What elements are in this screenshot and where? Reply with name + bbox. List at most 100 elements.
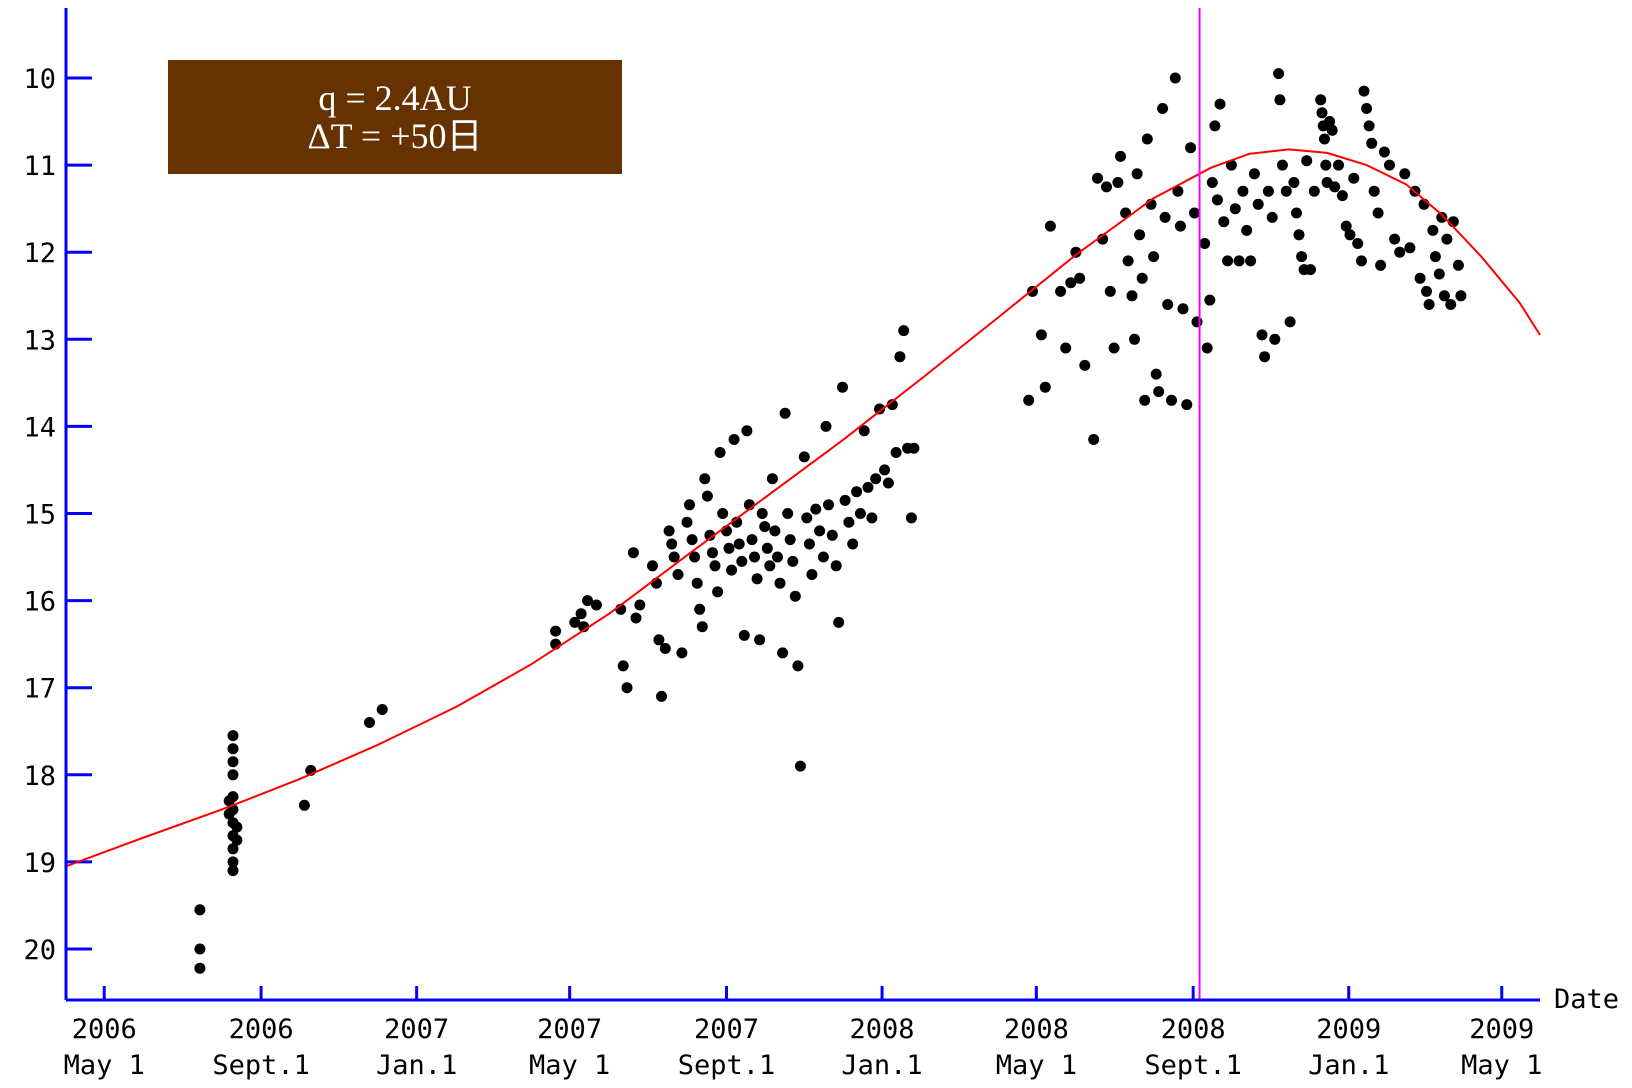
data-point xyxy=(1166,394,1177,406)
data-point xyxy=(223,808,235,820)
data-point xyxy=(756,508,768,519)
x-tick-date-label: Sept.1 xyxy=(678,1050,776,1081)
data-point xyxy=(1129,333,1140,345)
data-point xyxy=(817,551,829,563)
data-point xyxy=(751,573,763,585)
data-point xyxy=(627,547,639,559)
x-tick-year-label: 2007 xyxy=(694,1014,759,1045)
data-point xyxy=(858,425,870,437)
fit-curve xyxy=(65,148,1541,868)
x-tick-date-label: Sept.1 xyxy=(212,1050,310,1081)
y-tick-label: 14 xyxy=(23,412,56,443)
data-point xyxy=(1329,181,1341,193)
data-point xyxy=(227,756,239,768)
data-point xyxy=(227,856,239,868)
data-point xyxy=(1308,185,1320,197)
data-point xyxy=(1222,255,1234,267)
data-point xyxy=(843,516,855,528)
data-point xyxy=(227,743,239,755)
x-tick-year-label: 2009 xyxy=(1316,1014,1381,1045)
x-tick-year-label: 2009 xyxy=(1469,1014,1534,1045)
data-point xyxy=(728,434,740,445)
data-point xyxy=(1070,246,1082,258)
y-tick-label: 12 xyxy=(23,238,56,269)
data-point xyxy=(806,569,818,580)
y-tick-label: 13 xyxy=(23,325,56,356)
data-point xyxy=(1252,198,1264,210)
data-point xyxy=(704,529,716,541)
data-point xyxy=(194,904,206,916)
data-point xyxy=(794,760,806,772)
data-point xyxy=(1324,116,1336,127)
data-point xyxy=(569,616,581,628)
data-point xyxy=(1394,246,1406,258)
ticks-layer: 10 11 12 13 14 15 16 17 18 19 20 2006 May 1 2006 Sept.… xyxy=(23,64,1542,1081)
data-point xyxy=(866,512,878,524)
data-point xyxy=(691,577,703,589)
x-tick-date-label: Jan.1 xyxy=(841,1050,922,1081)
data-point xyxy=(656,690,667,702)
data-point xyxy=(749,551,760,563)
data-point xyxy=(630,612,642,624)
data-point xyxy=(1340,220,1352,232)
data-point xyxy=(696,621,708,633)
data-point xyxy=(1112,177,1124,188)
data-point xyxy=(663,525,675,537)
data-point xyxy=(1433,268,1445,280)
data-point xyxy=(1284,316,1296,328)
data-point xyxy=(1241,224,1253,236)
data-point xyxy=(1060,342,1072,354)
data-point xyxy=(1088,434,1100,445)
data-point xyxy=(672,569,684,580)
data-point xyxy=(1427,224,1439,236)
data-point xyxy=(1384,159,1395,171)
data-point xyxy=(582,595,593,607)
data-point xyxy=(1399,168,1411,180)
data-point xyxy=(1441,233,1453,245)
x-tick-year-label: 2008 xyxy=(1161,1014,1226,1045)
data-point xyxy=(1181,399,1193,411)
data-point xyxy=(847,538,859,550)
data-point xyxy=(1429,251,1441,263)
data-point xyxy=(1201,342,1213,354)
data-point xyxy=(227,769,239,781)
data-point xyxy=(789,590,801,602)
data-point xyxy=(874,403,885,415)
data-point xyxy=(1375,259,1387,271)
data-point xyxy=(1423,299,1435,310)
x-tick-year-label: 2008 xyxy=(850,1014,915,1045)
data-point xyxy=(1150,368,1162,380)
data-point xyxy=(787,555,799,567)
data-point xyxy=(1296,251,1308,263)
data-point xyxy=(1319,133,1330,145)
data-point xyxy=(1065,277,1077,289)
data-point xyxy=(1104,285,1116,297)
data-point xyxy=(1191,316,1203,328)
data-point xyxy=(1157,103,1169,114)
data-point xyxy=(1134,229,1146,241)
data-point xyxy=(1291,207,1302,219)
data-point xyxy=(712,586,724,598)
data-point xyxy=(227,843,239,855)
data-point xyxy=(1211,194,1223,206)
data-point xyxy=(1315,94,1327,106)
x-axis-label: Date xyxy=(1554,984,1619,1015)
y-tick-label: 17 xyxy=(23,674,56,705)
data-point xyxy=(890,447,902,458)
data-point xyxy=(1269,333,1281,345)
data-point xyxy=(1229,203,1241,215)
data-point xyxy=(1139,394,1151,406)
annotation-line-2: ΔT = +50日 xyxy=(307,116,483,156)
data-point xyxy=(686,534,698,546)
data-point xyxy=(694,603,706,615)
data-point xyxy=(1174,220,1186,232)
x-tick-date-label: Jan.1 xyxy=(1308,1050,1389,1081)
data-point xyxy=(647,560,658,572)
data-point xyxy=(1237,185,1249,197)
data-point xyxy=(1136,272,1148,284)
data-point xyxy=(1262,185,1274,197)
data-point xyxy=(1326,124,1338,136)
data-point xyxy=(1162,299,1174,310)
data-point xyxy=(231,834,243,846)
data-point xyxy=(376,704,388,715)
